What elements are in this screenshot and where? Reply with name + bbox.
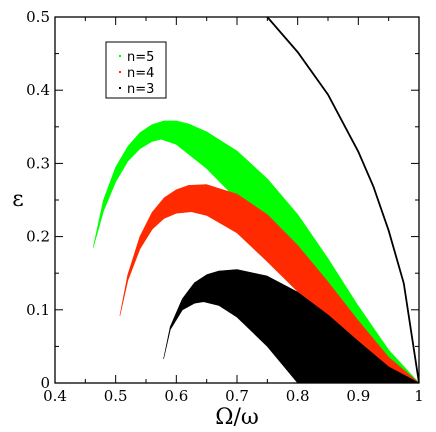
x-tick-label: 0.8 — [286, 387, 310, 405]
outer-curve-layer — [266, 17, 419, 383]
legend-label-n-3: n=3 — [127, 82, 154, 97]
band-n-3 — [163, 269, 419, 383]
y-tick-label: 0.4 — [26, 81, 50, 99]
bands-layer — [92, 120, 419, 383]
legend-marker-n-4 — [119, 71, 121, 73]
outer-boundary-curve — [266, 17, 419, 383]
legend-marker-n-3 — [119, 87, 121, 89]
y-axis-label: ε — [12, 187, 23, 212]
x-tick-label: 0.6 — [164, 387, 188, 405]
x-tick-label: 0.4 — [43, 387, 67, 405]
y-tick-label: 0.2 — [26, 228, 50, 246]
x-tick-label: 0.9 — [346, 387, 370, 405]
y-tick-label: 0.5 — [26, 8, 50, 26]
y-tick-label: 0.1 — [26, 301, 50, 319]
x-tick-label: 1 — [414, 387, 424, 405]
x-axis-label: Ω/ω — [215, 405, 259, 430]
legend-label-n-4: n=4 — [127, 66, 154, 81]
legend-box — [105, 41, 167, 99]
x-tick-label: 0.7 — [225, 387, 249, 405]
legend-marker-n-5 — [119, 55, 121, 57]
ticks-layer: 0.4 0.5 0.6 0.7 0.8 0.9 1 0 0.1 0.2 0.3 0.4 0.5 — [26, 8, 424, 405]
y-tick-label: 0.3 — [26, 154, 50, 172]
y-tick-label: 0 — [40, 374, 50, 392]
x-tick-label: 0.5 — [104, 387, 128, 405]
legend: n=5n=4n=3 — [105, 41, 167, 99]
legend-label-n-5: n=5 — [127, 50, 154, 65]
